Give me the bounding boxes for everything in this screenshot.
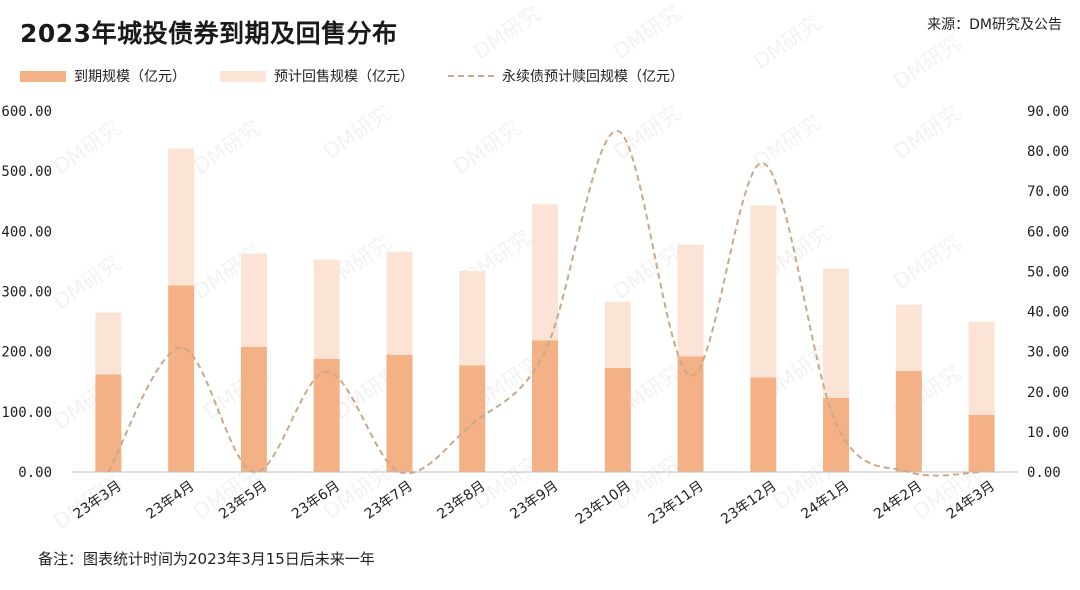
bar-maturity [968,414,995,472]
bar-putback [168,148,195,286]
watermark-text: DM研究 [749,11,825,74]
legend-label-putback: 预计回售规模（亿元） [274,69,414,85]
bar-maturity [168,285,195,472]
bar-putback [313,259,340,359]
legend-label-maturity: 到期规模（亿元） [74,69,186,85]
y-left-tick-label: 500.00 [1,164,52,180]
bar-maturity [313,358,340,472]
watermark-text: DM研究 [49,251,125,314]
bar-maturity [459,365,486,472]
bar-maturity [532,340,558,472]
footnote: 备注：图表统计时间为2023年3月15日后未来一年 [38,550,375,568]
y-right-tick-label: 0.00 [1027,465,1061,481]
watermark-text: DM研究 [449,116,525,179]
y-right-tick-label: 30.00 [1027,345,1069,361]
watermark-text: DM研究 [889,101,965,164]
chart-title: 2023年城投债券到期及回售分布 [20,19,398,48]
watermark-text: DM研究 [49,116,125,179]
bar-putback [968,321,995,415]
watermark-text: DM研究 [469,1,545,64]
bar-putback [95,312,122,375]
legend: 到期规模（亿元） 预计回售规模（亿元） 永续债预计赎回规模（亿元） [20,64,718,88]
y-right-tick-label: 20.00 [1027,385,1069,401]
legend-swatch-perpetual [448,75,494,77]
bar-maturity [604,367,631,472]
legend-item-perpetual: 永续债预计赎回规模（亿元） [448,66,684,86]
y-right-tick-label: 60.00 [1027,224,1069,240]
watermark-text: DM研究 [749,111,825,174]
bar-putback [895,304,922,371]
y-right-tick-label: 80.00 [1027,144,1069,160]
bar-maturity [823,397,850,472]
bar-putback [240,253,267,347]
bar-maturity [750,377,777,472]
bar-putback [459,271,486,366]
y-left-tick-label: 100.00 [1,405,52,421]
y-left-tick-label: 200.00 [1,345,52,361]
legend-label-perpetual: 永续债预计赎回规模（亿元） [502,69,684,85]
bar-maturity [95,374,122,472]
bar-putback [750,205,777,378]
watermark-text: DM研究 [609,1,685,64]
bar-maturity [677,356,704,472]
y-left-tick-label: 300.00 [1,285,52,301]
y-right-tick-label: 90.00 [1027,104,1069,120]
watermark-text: DM研究 [189,116,265,179]
bar-putback [532,204,558,341]
legend-swatch-maturity [20,70,66,82]
bar-putback [823,268,850,398]
watermark-text: DM研究 [319,101,395,164]
y-right-tick-label: 10.00 [1027,425,1069,441]
y-left-tick-label: 600.00 [1,104,52,120]
bar-putback [677,244,704,357]
source-note: 来源：DM研究及公告 [927,17,1062,33]
watermark-text: DM研究 [889,231,965,294]
legend-item-maturity: 到期规模（亿元） [20,66,186,86]
bar-putback [604,301,631,368]
bar-maturity [895,370,922,472]
legend-swatch-putback [220,70,266,82]
y-right-tick-label: 70.00 [1027,184,1069,200]
x-category-label: 23年12月 [718,478,779,528]
bar-maturity [386,354,413,472]
legend-item-putback: 预计回售规模（亿元） [220,66,414,86]
watermark-text: DM研究 [889,31,965,94]
bar-maturity [240,346,267,472]
y-right-tick-label: 50.00 [1027,264,1069,280]
line-perpetual [107,130,982,477]
x-category-label: 23年4月 [143,478,197,523]
bar-putback [386,251,413,355]
y-right-tick-label: 40.00 [1027,305,1069,321]
y-left-tick-label: 400.00 [1,224,52,240]
watermark-text: DM研究 [609,241,685,304]
y-left-tick-label: 0.00 [18,465,52,481]
